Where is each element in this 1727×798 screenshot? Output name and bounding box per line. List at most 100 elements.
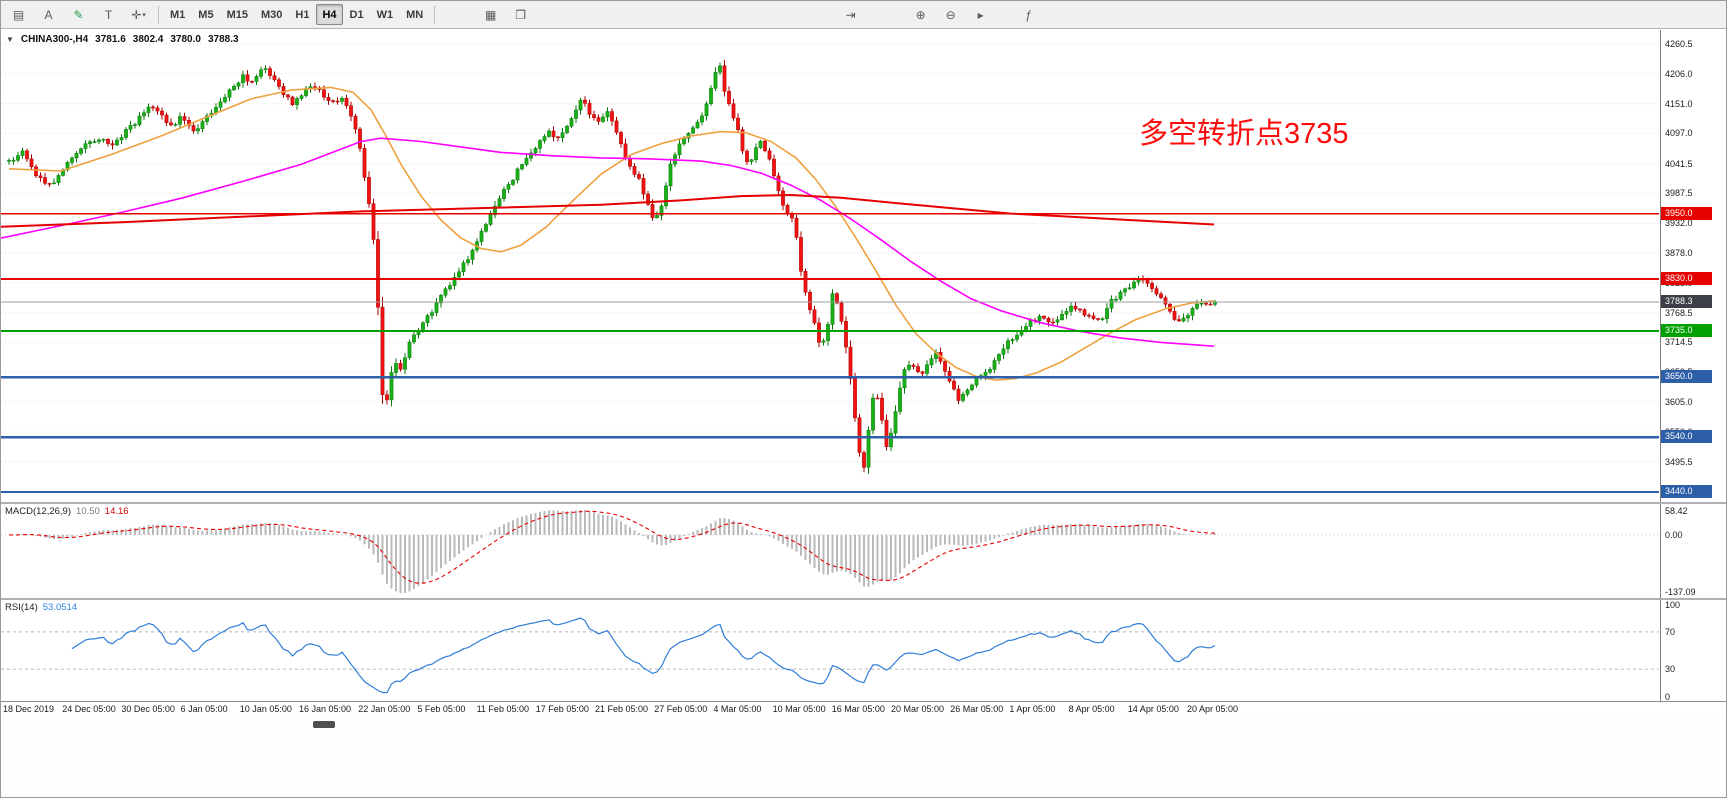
menu-grid-button[interactable]: ▤ <box>4 3 33 26</box>
price-tick-label: 3714.5 <box>1665 337 1693 348</box>
price-tick-label: 4260.5 <box>1665 39 1693 49</box>
ohlc-close: 3788.3 <box>207 34 239 45</box>
macd-header: MACD(12,26,9) 10.50 14.16 <box>5 506 129 517</box>
bottom-strip <box>1 718 1726 797</box>
timeframe-h4-button[interactable]: H4 <box>316 4 343 25</box>
crosshair-tool-icon: ✛ <box>131 7 142 22</box>
chart-shift-icon[interactable]: ⇥ <box>845 7 856 22</box>
chart-header: ▼ CHINA300-,H4 3781.6 3802.4 3780.0 3788… <box>6 34 239 45</box>
tile-windows-icon[interactable]: ▦ <box>485 7 497 22</box>
level-price-badge: 3440.0 <box>1661 485 1712 499</box>
price-tick-label: 3768.5 <box>1665 307 1693 318</box>
time-axis-label: 17 Feb 05:00 <box>535 704 589 714</box>
level-price-badge: 3540.0 <box>1661 430 1712 444</box>
time-axis-label: 24 Dec 05:00 <box>62 704 116 714</box>
rsi-axis-label: 30 <box>1665 664 1676 675</box>
symbol-dropdown-icon[interactable]: ▼ <box>6 35 14 44</box>
timeframe-m15-button[interactable]: M15 <box>226 8 248 21</box>
macd-axis-label: -137.09 <box>1665 587 1696 597</box>
rsi-plot[interactable] <box>1 600 1659 701</box>
crosshair-tool-button[interactable]: ✛ ▾ <box>124 3 153 26</box>
time-axis-label: 11 Feb 05:00 <box>476 704 529 714</box>
toolbar-icon-group: ƒ <box>1014 3 1043 26</box>
main-chart-plot[interactable] <box>1 30 1659 502</box>
macd-main-value: 10.50 <box>76 506 100 517</box>
rsi-axis-label: 0 <box>1665 692 1671 702</box>
rsi-scale[interactable]: 100 70 30 0 <box>1660 600 1726 702</box>
menu-grid-icon: ▤ <box>12 7 25 22</box>
macd-axis-label: 0.00 <box>1665 529 1683 540</box>
time-axis-label: 4 Mar 05:00 <box>713 704 762 714</box>
time-axis-label: 6 Jan 05:00 <box>180 704 228 714</box>
new-chart-icon[interactable]: ❐ <box>515 7 527 22</box>
bid-price-badge: 3788.3 <box>1661 294 1712 308</box>
ohlc-low: 3780.0 <box>170 34 201 45</box>
time-axis-label: 20 Apr 05:00 <box>1187 704 1239 714</box>
price-tick-label: 4206.0 <box>1665 68 1693 79</box>
time-axis-label: 10 Mar 05:00 <box>772 704 826 714</box>
timeframe-w1-button[interactable]: W1 <box>376 8 394 21</box>
price-tick-label: 4151.0 <box>1665 98 1693 109</box>
panel-separator[interactable] <box>1 502 1726 504</box>
main-chart-panel: ▼ CHINA300-,H4 3781.6 3802.4 3780.0 3788… <box>1 30 1726 502</box>
toolbar-icon-group: ⇥ <box>836 3 865 26</box>
caret-down-icon: ▾ <box>142 11 146 19</box>
text-tool-icon: T <box>104 7 113 22</box>
rsi-axis-label: 70 <box>1665 626 1676 637</box>
price-tick-label: 4097.0 <box>1665 128 1693 139</box>
timeframe-d1-button[interactable]: D1 <box>349 8 364 21</box>
macd-scale[interactable]: 58.42 0.00 -137.09 <box>1660 504 1726 598</box>
price-tick-label: 3495.5 <box>1665 456 1693 467</box>
time-axis-label: 30 Dec 05:00 <box>121 704 175 714</box>
timeframe-h1-button[interactable]: H1 <box>295 8 310 21</box>
timeframe-mn-button[interactable]: MN <box>406 8 424 21</box>
ma-mid-magenta <box>1 137 1215 347</box>
level-price-badge: 3650.0 <box>1661 370 1712 384</box>
timeframe-m30-button[interactable]: M30 <box>260 8 283 21</box>
level-price-badge: 3830.0 <box>1661 272 1712 286</box>
macd-axis-label: 58.42 <box>1665 506 1688 516</box>
time-axis-label: 10 Jan 05:00 <box>239 704 292 714</box>
taskbar-peek-tab <box>313 721 335 728</box>
toolbar: ▤ A ✎ T ✛ ▾ M1 M5 M15 M30 H1 H4 D1 W1 MN ▦ ❐ ⇥ ⊕ ⊖ ▸ ƒ <box>1 1 1726 29</box>
price-tick-label: 3932.0 <box>1665 218 1693 229</box>
time-axis-label: 18 Dec 2019 <box>3 704 55 714</box>
price-scale[interactable]: 4260.5 4206.0 4151.0 4097.0 4041.5 3987.5 3932… <box>1660 30 1726 502</box>
toolbar-icon-group: ⊕ ⊖ ▸ <box>906 3 995 26</box>
text-tool-button[interactable]: T <box>94 3 123 26</box>
timeframe-m1-button[interactable]: M1 <box>170 8 186 21</box>
toolbar-right-icons: ▦ ❐ ⇥ ⊕ ⊖ ▸ ƒ <box>440 3 1043 26</box>
time-axis[interactable]: 18 Dec 2019 24 Dec 05:00 30 Dec 05:00 6 Jan… <box>1 701 1726 717</box>
cursor-tool-button[interactable]: A <box>34 3 63 26</box>
indicators-icon[interactable]: ƒ <box>1025 7 1033 22</box>
cursor-tool-icon: A <box>44 7 53 22</box>
price-tick-label: 3878.0 <box>1665 247 1693 258</box>
time-axis-label: 27 Feb 05:00 <box>654 704 708 714</box>
rsi-header: RSI(14) 53.0514 <box>5 602 77 613</box>
macd-plot[interactable] <box>1 504 1659 598</box>
panel-separator[interactable] <box>1 598 1726 600</box>
draw-tool-button[interactable]: ✎ <box>64 3 93 26</box>
time-axis-label: 26 Mar 05:00 <box>950 704 1004 714</box>
zoom-in-icon[interactable]: ⊕ <box>915 7 926 22</box>
time-axis-label: 16 Mar 05:00 <box>831 704 885 714</box>
symbol-timeframe-label: CHINA300-,H4 <box>20 34 89 45</box>
time-axis-label: 1 Apr 05:00 <box>1009 704 1056 714</box>
auto-scroll-icon[interactable]: ▸ <box>977 7 984 22</box>
ohlc-high: 3802.4 <box>132 34 164 45</box>
rsi-value: 53.0514 <box>42 602 78 613</box>
time-axis-label: 16 Jan 05:00 <box>299 704 352 714</box>
rsi-title: RSI(14) <box>5 602 38 613</box>
macd-signal-value: 14.16 <box>104 506 129 517</box>
toolbar-icon-group: ▦ ❐ <box>476 3 535 26</box>
ma-fast-orange <box>8 86 1215 381</box>
timeframe-m5-button[interactable]: M5 <box>198 8 214 21</box>
time-axis-label: 20 Mar 05:00 <box>891 704 945 714</box>
price-tick-label: 3605.0 <box>1665 396 1693 407</box>
rsi-line <box>71 617 1216 694</box>
zoom-out-icon[interactable]: ⊖ <box>945 7 956 22</box>
ma-slow-red <box>1 194 1215 228</box>
time-axis-label: 5 Feb 05:00 <box>417 704 466 714</box>
toolbar-timeframes: M1 M5 M15 M30 H1 H4 D1 W1 MN <box>164 4 429 25</box>
level-price-badge: 3735.0 <box>1661 323 1712 337</box>
